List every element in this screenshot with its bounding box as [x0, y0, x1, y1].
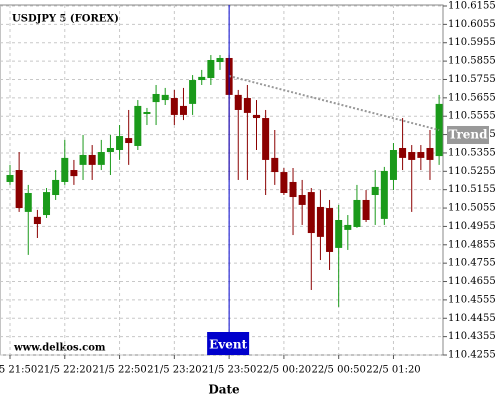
y-tick-label: 110.5355	[448, 147, 496, 158]
x-tick-label: 22/5 00:20	[257, 365, 311, 376]
candle-body	[289, 181, 297, 198]
candle-body	[88, 154, 96, 165]
y-tick-label: 110.5855	[448, 56, 496, 67]
candle-body	[262, 118, 270, 160]
candle-body	[417, 152, 425, 158]
candle-body	[362, 199, 370, 220]
candle-body	[198, 76, 206, 81]
candle-body	[426, 147, 434, 160]
y-tick-label: 110.6055	[448, 19, 496, 30]
candle-body	[15, 170, 23, 209]
candle-body	[134, 105, 142, 146]
candle-body	[97, 152, 105, 165]
x-tick-label: 21/5 21:50	[0, 365, 37, 376]
candle-body	[234, 94, 242, 110]
candle-body	[79, 154, 87, 165]
event-label: Event	[209, 338, 247, 352]
y-tick-label: 110.4555	[448, 294, 496, 305]
candle-body	[70, 170, 78, 177]
candle-body	[389, 150, 397, 180]
candle-body	[371, 186, 379, 196]
x-tick-label: 21/5 23:50	[202, 365, 256, 376]
candle-body	[106, 147, 114, 153]
candle-body	[33, 216, 41, 225]
candle-body	[307, 192, 315, 234]
candle-body	[24, 192, 32, 212]
y-tick-label: 110.5655	[448, 92, 496, 103]
candle-body	[143, 111, 151, 115]
y-tick-label: 110.4455	[448, 313, 496, 324]
y-tick-label: 110.5955	[448, 37, 496, 48]
candle-body	[189, 80, 197, 104]
candle-body	[161, 94, 169, 101]
candle-body	[170, 98, 178, 115]
candle-body	[207, 60, 215, 79]
y-tick-label: 110.4855	[448, 239, 496, 250]
candle-body	[6, 174, 14, 182]
trend-line	[228, 75, 440, 131]
candle-body	[344, 224, 352, 230]
candle-body	[116, 136, 124, 151]
candle-body	[271, 157, 279, 173]
trend-label: Trend	[448, 127, 488, 141]
y-tick-label: 110.4755	[448, 258, 496, 269]
candle-body	[408, 152, 416, 160]
candle-body	[125, 138, 133, 144]
y-tick-label: 110.4355	[448, 331, 496, 342]
trend-tag	[447, 125, 489, 144]
y-tick-label: 110.5155	[448, 184, 496, 195]
candle-body	[280, 172, 288, 193]
candle-body	[216, 57, 224, 63]
chart-title: USDJPY 5 (FOREX)	[12, 14, 119, 25]
event-tag	[207, 332, 250, 355]
y-tick-label: 110.5555	[448, 111, 496, 122]
candle-body	[380, 170, 388, 219]
y-tick-label: 110.5255	[448, 166, 496, 177]
candle-body	[243, 98, 251, 113]
y-tick-label: 110.6155	[448, 1, 496, 12]
candle-body	[179, 105, 187, 115]
x-axis-title: Date	[208, 383, 240, 397]
candle-body	[316, 206, 324, 237]
candle-body	[326, 208, 334, 252]
y-tick-label: 110.4255	[448, 350, 496, 361]
x-tick-label: 21/5 22:50	[92, 365, 146, 376]
x-tick-label: 21/5 22:20	[38, 365, 92, 376]
candle-body	[335, 219, 343, 248]
x-tick-label: 22/5 00:50	[311, 365, 365, 376]
candle-body	[298, 195, 306, 205]
x-tick-label: 21/5 23:20	[147, 365, 201, 376]
watermark: www.delkos.com	[13, 343, 106, 354]
y-tick-label: 110.4655	[448, 276, 496, 287]
x-tick-label: 22/5 01:20	[366, 365, 420, 376]
candle-body	[152, 93, 160, 103]
y-tick-label: 110.5755	[448, 74, 496, 85]
y-tick-label: 110.4955	[448, 221, 496, 232]
candle-body	[399, 147, 407, 158]
candle-body	[61, 157, 69, 182]
candle-body	[52, 179, 60, 196]
candle-body	[353, 199, 361, 227]
candle-body	[43, 192, 51, 216]
y-tick-label: 110.5055	[448, 203, 496, 214]
candle-body	[253, 114, 261, 119]
